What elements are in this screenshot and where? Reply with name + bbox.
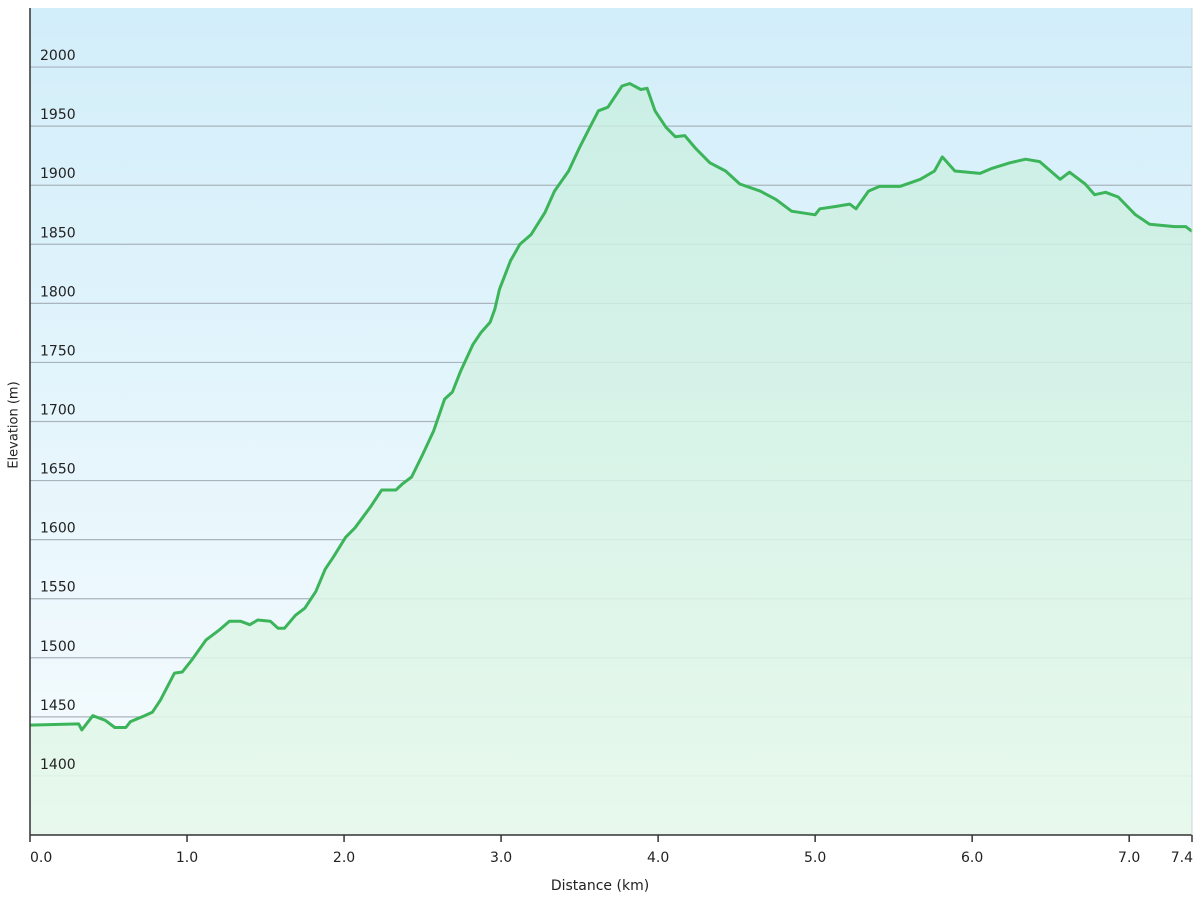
- x-tick-label: 5.0: [804, 850, 826, 866]
- y-tick-label: 1600: [40, 521, 76, 537]
- y-tick-label: 1800: [40, 284, 76, 300]
- y-tick-label: 2000: [40, 48, 76, 64]
- y-tick-label: 1400: [40, 757, 76, 773]
- y-tick-label: 1900: [40, 166, 76, 182]
- y-tick-label: 1950: [40, 107, 76, 123]
- x-tick-label: 6.0: [961, 850, 983, 866]
- y-tick-label: 1700: [40, 403, 76, 419]
- x-tick-label: 7.0: [1118, 850, 1140, 866]
- x-tick-label: 7.4: [1171, 850, 1193, 866]
- x-tick-label: 0.0: [30, 850, 52, 866]
- y-axis-label: Elevation (m): [7, 381, 22, 468]
- y-tick-label: 1500: [40, 639, 76, 655]
- area-fill: [30, 83, 1192, 836]
- x-tick-label: 1.0: [176, 850, 198, 866]
- x-tick-label: 2.0: [333, 850, 355, 866]
- y-tick-label: 1750: [40, 343, 76, 359]
- x-axis-label: Distance (km): [551, 878, 649, 894]
- elevation-line: [29, 82, 1193, 732]
- x-tick-label: 3.0: [490, 850, 512, 866]
- x-tick-label: 4.0: [647, 850, 669, 866]
- y-tick-label: 1850: [40, 225, 76, 241]
- y-tick-label: 1450: [40, 698, 76, 714]
- y-tick-label: 1650: [40, 462, 76, 478]
- y-tick-label: 1550: [40, 580, 76, 596]
